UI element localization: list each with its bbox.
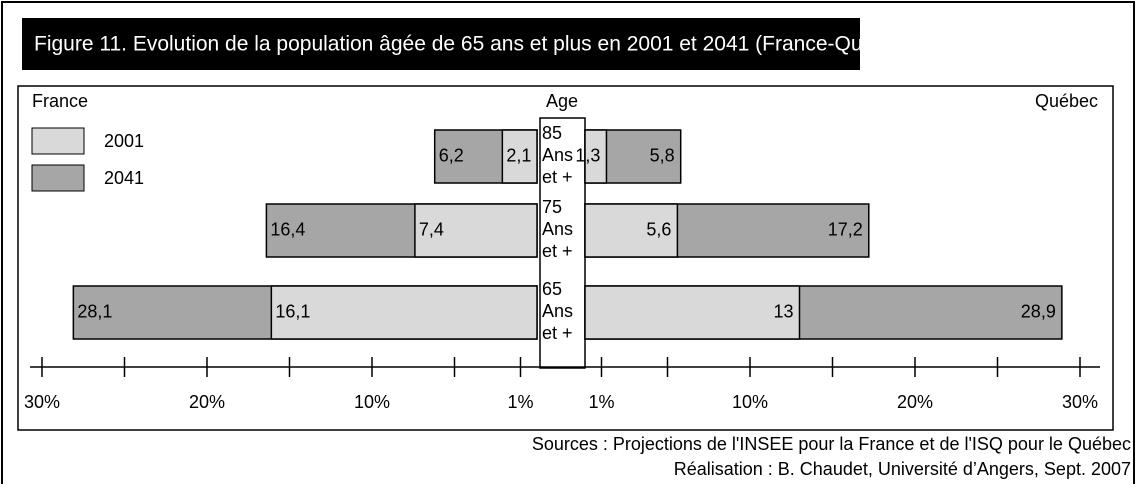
age-label: Ans (542, 219, 573, 239)
value-label: 13 (773, 301, 793, 321)
bar (584, 129, 608, 184)
age-column (539, 117, 586, 369)
x-tick-label: 30% (1062, 392, 1098, 412)
legend-swatch (31, 127, 85, 155)
x-tick-label: 20% (189, 392, 225, 412)
age-label: 65 (542, 279, 562, 299)
value-label: 17,2 (828, 219, 863, 239)
value-label: 7,4 (419, 219, 444, 239)
x-tick-label: 1% (588, 392, 614, 412)
chart-title: Figure 11. Evolution de la population âg… (34, 33, 915, 56)
x-tick-label: 30% (24, 392, 60, 412)
age-label: Ans (542, 301, 573, 321)
value-label: 5,6 (646, 219, 671, 239)
plot-frame (17, 85, 1114, 431)
legend-label: 2001 (104, 131, 144, 151)
age-label: 85 (542, 123, 562, 143)
left-label: France (32, 91, 88, 111)
bar (270, 285, 538, 340)
age-label: et + (542, 323, 573, 343)
value-label: 16,4 (270, 219, 305, 239)
value-label: 2,1 (506, 145, 531, 165)
age-label: 75 (542, 197, 562, 217)
bar (584, 285, 801, 340)
age-label: et + (542, 167, 573, 187)
bar (501, 129, 538, 184)
center-label: Age (546, 91, 578, 111)
x-tick-label: 1% (507, 392, 533, 412)
x-tick-label: 10% (354, 392, 390, 412)
value-label: 1,3 (575, 145, 600, 165)
value-label: 28,9 (1021, 301, 1056, 321)
source: Sources : Projections de l'INSEE pour la… (532, 434, 1131, 454)
value-label: 6,2 (439, 145, 464, 165)
legend-swatch (31, 164, 85, 192)
credit: Réalisation : B. Chaudet, Université d’A… (674, 459, 1131, 479)
age-label: et + (542, 241, 573, 261)
x-tick-label: 20% (897, 392, 933, 412)
legend-label: 2041 (104, 168, 144, 188)
value-label: 28,1 (77, 301, 112, 321)
value-label: 16,1 (275, 301, 310, 321)
x-tick-label: 10% (732, 392, 768, 412)
title-bar (22, 18, 860, 70)
value-label: 5,8 (650, 145, 675, 165)
bar (584, 203, 679, 258)
age-label: Ans (542, 145, 573, 165)
bar (414, 203, 538, 258)
right-label: Québec (1035, 91, 1098, 111)
